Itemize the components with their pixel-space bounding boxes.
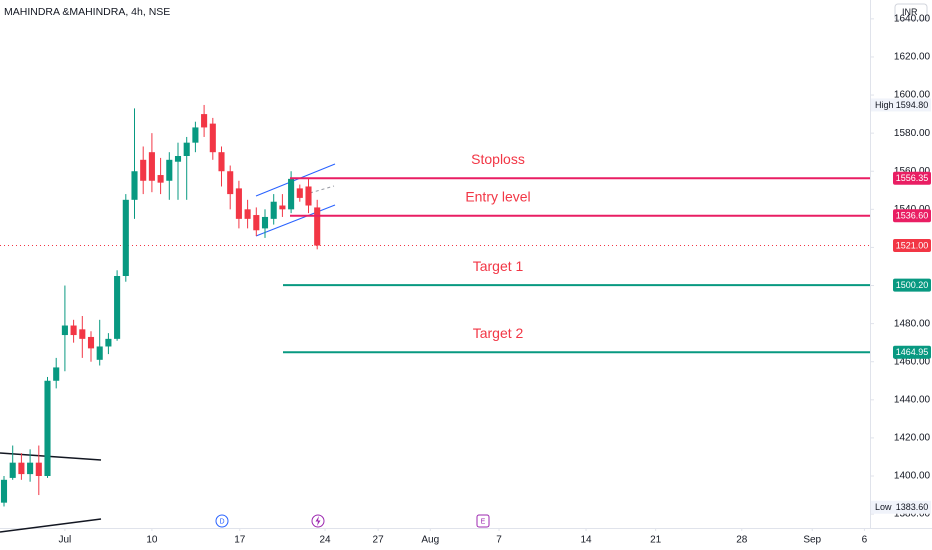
candle-body (140, 159, 147, 181)
y-tick-label: 1380.00 (894, 509, 931, 520)
candle-body (122, 199, 129, 276)
candle-body (261, 216, 269, 229)
candle-body (270, 201, 277, 219)
candle-body (79, 329, 86, 339)
y-tick-label: 1560.00 (894, 166, 931, 177)
level-price-box (893, 209, 931, 223)
last-price-box (893, 239, 931, 253)
level-price-box (893, 171, 931, 185)
candle-body (296, 188, 303, 198)
level-price-box (893, 278, 931, 292)
y-tick-label: 1460.00 (894, 356, 931, 367)
x-tick-label: 6 (862, 535, 868, 546)
trend-line (0, 518, 102, 533)
candle-body (244, 209, 251, 219)
candle-body (0, 479, 8, 503)
y-tick-label: 1580.00 (894, 128, 931, 139)
candle-body (70, 325, 77, 336)
level-label: Stoploss (471, 151, 525, 167)
y-tick-label: 1440.00 (894, 394, 931, 405)
candle-body (166, 159, 173, 181)
candle-body (227, 171, 234, 195)
projection-line (309, 185, 335, 194)
level-price-label: 1500.20 (896, 280, 929, 290)
candle-body (87, 336, 95, 349)
plot (0, 104, 870, 507)
candle-body (288, 178, 295, 210)
candle-body (27, 462, 34, 475)
candle-body (235, 188, 242, 219)
candle-body (183, 142, 190, 156)
level-price-box (893, 345, 931, 359)
level-price-label: 1464.95 (896, 347, 929, 357)
channel-line (255, 163, 336, 197)
candle-body (201, 114, 208, 128)
x-tick-label: 14 (580, 535, 592, 546)
channel-line (255, 204, 336, 237)
candle-body (314, 207, 321, 246)
y-tick-label: 1480.00 (894, 318, 931, 329)
candle-body (53, 367, 60, 381)
candle-body (105, 338, 112, 347)
x-tick-label: 27 (373, 535, 385, 546)
candle-body (61, 325, 68, 336)
candle-body (96, 346, 103, 360)
y-tick-label: 1420.00 (894, 433, 931, 444)
x-tick-label: 17 (234, 535, 246, 546)
candle-body (174, 156, 182, 162)
y-tick-label: 1600.00 (894, 90, 931, 101)
level-price-label: 1536.60 (896, 211, 929, 221)
last-price-label: 1521.00 (896, 240, 929, 250)
candle-body (44, 380, 51, 476)
candle-body (192, 127, 199, 143)
candle-body (253, 215, 260, 231)
low-marker-box (871, 500, 931, 514)
event-label: D (219, 518, 224, 525)
level-price-label: 1556.35 (896, 173, 929, 183)
dividend-event[interactable] (215, 514, 229, 528)
x-tick-label: 28 (736, 535, 748, 546)
currency-box[interactable] (894, 3, 928, 21)
candle-body (35, 462, 42, 476)
chart-title: MAHINDRA &MAHINDRA, 4h, NSE (4, 6, 170, 18)
currency: INR (902, 7, 918, 17)
marker-value: 1383.60 (896, 502, 929, 512)
candle-body (218, 152, 225, 172)
x-tick-label: 7 (496, 535, 502, 546)
x-tick-label: 10 (146, 535, 158, 546)
candle-body (114, 276, 121, 339)
y-tick-label: 1400.00 (894, 471, 931, 482)
candle-body (157, 175, 164, 183)
x-tick-label: Sep (803, 535, 821, 546)
candle-body (148, 152, 155, 181)
candle-body (279, 205, 286, 210)
candle-body (131, 171, 138, 200)
high-marker-box (871, 98, 931, 112)
x-tick-label: Jul (59, 535, 72, 546)
marker-name: Low (875, 502, 892, 512)
candle-body (18, 462, 25, 475)
earnings-event[interactable] (476, 514, 490, 528)
x-tick-label: 24 (319, 535, 331, 546)
level-label: Target 2 (473, 325, 524, 341)
candle-body (305, 186, 312, 206)
candle-body (9, 462, 16, 478)
marker-value: 1594.80 (896, 100, 929, 110)
event-label: E (481, 518, 486, 525)
level-label: Target 1 (473, 258, 524, 274)
y-tick-label: 1640.00 (894, 13, 931, 24)
y-tick-label: 1620.00 (894, 52, 931, 63)
lightning-icon (315, 516, 321, 526)
x-tick-label: 21 (650, 535, 662, 546)
level-label: Entry level (465, 189, 530, 205)
candle-body (209, 123, 216, 153)
marker-name: High (875, 100, 894, 110)
x-tick-label: Aug (421, 535, 439, 546)
